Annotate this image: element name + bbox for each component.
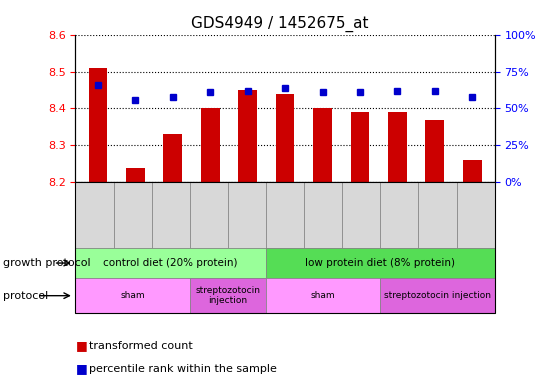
Text: GDS4949 / 1452675_at: GDS4949 / 1452675_at xyxy=(191,15,368,31)
Text: low protein diet (8% protein): low protein diet (8% protein) xyxy=(305,258,456,268)
Text: transformed count: transformed count xyxy=(89,341,193,351)
Text: streptozotocin
injection: streptozotocin injection xyxy=(196,286,260,305)
Text: streptozotocin injection: streptozotocin injection xyxy=(384,291,491,300)
Text: growth protocol: growth protocol xyxy=(3,258,91,268)
Bar xyxy=(313,108,332,182)
Bar xyxy=(126,167,145,182)
Bar xyxy=(201,108,220,182)
Text: percentile rank within the sample: percentile rank within the sample xyxy=(89,364,277,374)
Bar xyxy=(88,68,107,182)
Text: ■: ■ xyxy=(75,362,87,375)
Bar xyxy=(276,94,295,182)
Text: control diet (20% protein): control diet (20% protein) xyxy=(103,258,238,268)
Text: ■: ■ xyxy=(75,339,87,352)
Text: sham: sham xyxy=(120,291,145,300)
Text: sham: sham xyxy=(311,291,335,300)
Bar xyxy=(463,160,482,182)
Bar xyxy=(425,119,444,182)
Bar xyxy=(238,90,257,182)
Bar xyxy=(388,112,407,182)
Bar xyxy=(350,112,369,182)
Text: protocol: protocol xyxy=(3,291,48,301)
Bar xyxy=(163,134,182,182)
